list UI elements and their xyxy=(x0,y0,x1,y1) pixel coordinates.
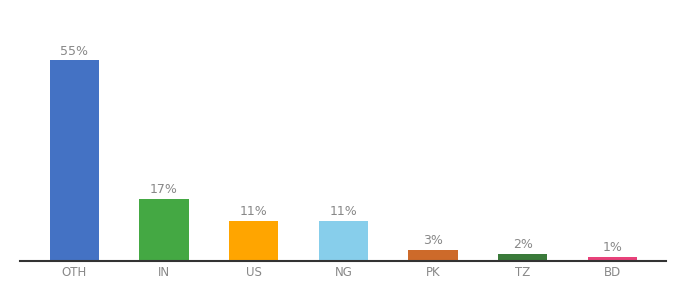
Bar xyxy=(229,221,278,261)
Text: 11%: 11% xyxy=(240,205,268,218)
Bar xyxy=(588,257,637,261)
Text: 55%: 55% xyxy=(61,44,88,58)
Bar xyxy=(409,250,458,261)
Text: 1%: 1% xyxy=(602,242,622,254)
Text: 17%: 17% xyxy=(150,183,178,196)
Text: 11%: 11% xyxy=(330,205,357,218)
Bar xyxy=(139,199,189,261)
Text: 3%: 3% xyxy=(423,234,443,247)
Bar xyxy=(498,254,547,261)
Bar xyxy=(50,61,99,261)
Text: 2%: 2% xyxy=(513,238,532,251)
Bar xyxy=(319,221,368,261)
